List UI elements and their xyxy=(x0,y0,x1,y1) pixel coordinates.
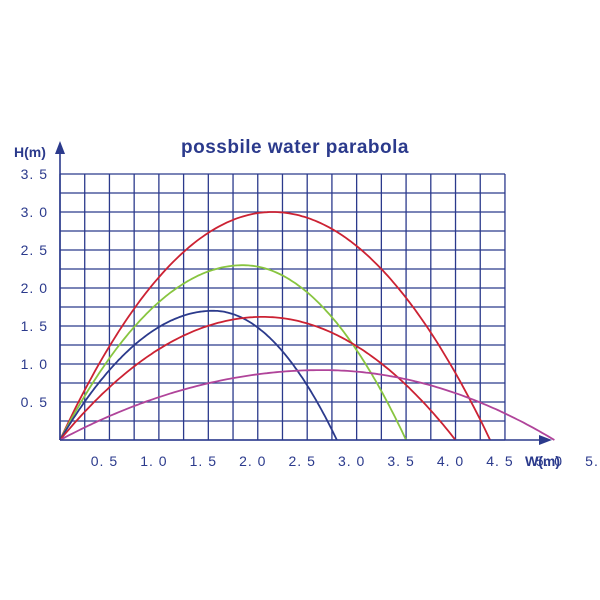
x-tick-label: 4. 5 xyxy=(486,453,513,469)
x-tick-label: 5. 5 xyxy=(585,453,600,469)
y-tick-label: 0. 5 xyxy=(21,394,48,410)
y-tick-labels: 0. 5 1. 0 1. 5 2. 0 2. 5 3. 0 3. 5 xyxy=(21,166,48,410)
x-tick-label: 1. 0 xyxy=(140,453,167,469)
x-tick-label: 2. 5 xyxy=(289,453,316,469)
x-tick-labels: 0. 5 1. 0 1. 5 2. 0 2. 5 3. 0 3. 5 4. 0 4. 5 5. 0… xyxy=(91,453,600,469)
x-tick-label: 3. 5 xyxy=(387,453,414,469)
x-tick-label: 5. 0 xyxy=(536,453,563,469)
x-tick-label: 4. 0 xyxy=(437,453,464,469)
y-tick-label: 2. 5 xyxy=(21,242,48,258)
parabola-curve-2 xyxy=(59,264,407,441)
y-tick-label: 3. 0 xyxy=(21,204,48,220)
chart-title: possbile water parabola xyxy=(181,137,409,158)
axes xyxy=(55,141,552,445)
parabola-curve-5 xyxy=(59,369,555,441)
x-tick-label: 0. 5 xyxy=(91,453,118,469)
y-tick-label: 1. 0 xyxy=(21,356,48,372)
parabola-curve-3 xyxy=(59,309,338,441)
y-tick-label: 3. 5 xyxy=(21,166,48,182)
x-tick-label: 3. 0 xyxy=(338,453,365,469)
parabola-curve-1 xyxy=(59,211,491,441)
x-axis-arrow-icon xyxy=(539,435,552,445)
parabola-curve-4 xyxy=(59,315,457,441)
grid-lines xyxy=(59,173,506,441)
y-axis-arrow-icon xyxy=(55,141,65,154)
y-tick-label: 2. 0 xyxy=(21,280,48,296)
x-tick-label: 1. 5 xyxy=(190,453,217,469)
y-axis-title: H(m) xyxy=(14,144,46,160)
y-tick-label: 1. 5 xyxy=(21,318,48,334)
curves xyxy=(59,211,555,441)
x-tick-label: 2. 0 xyxy=(239,453,266,469)
x-axis-title: W(m) xyxy=(525,453,560,469)
